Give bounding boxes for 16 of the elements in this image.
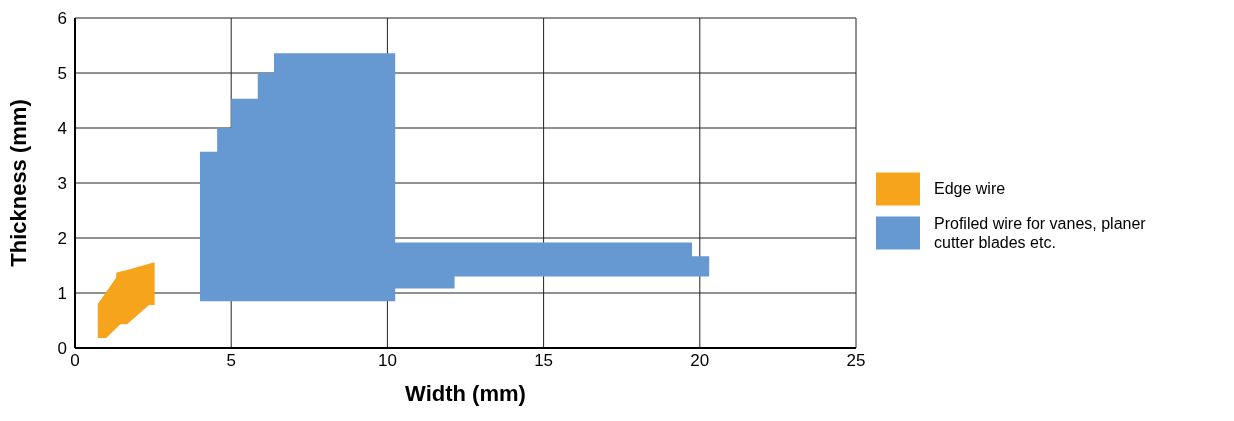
x-tick-label: 20 (690, 351, 710, 371)
y-tick-label: 5 (57, 64, 67, 84)
x-tick-label: 10 (377, 351, 397, 371)
x-tick-label: 0 (70, 351, 80, 371)
y-tick-label: 6 (57, 9, 67, 29)
y-tick-label: 3 (57, 174, 67, 194)
y-tick-label: 2 (57, 229, 67, 249)
x-axis-title: Width (mm) (405, 381, 526, 406)
x-tick-label: 25 (846, 351, 866, 371)
x-tick-label: 5 (226, 351, 236, 371)
legend-label: Profiled wire for vanes, planer cutter blades etc. (934, 213, 1147, 252)
y-tick-label: 1 (57, 284, 67, 304)
y-tick-label: 4 (57, 119, 67, 139)
y-axis-title: Thickness (mm) (5, 99, 31, 267)
x-tick-label: 15 (534, 351, 554, 371)
legend-label: Edge wire (934, 179, 1007, 198)
